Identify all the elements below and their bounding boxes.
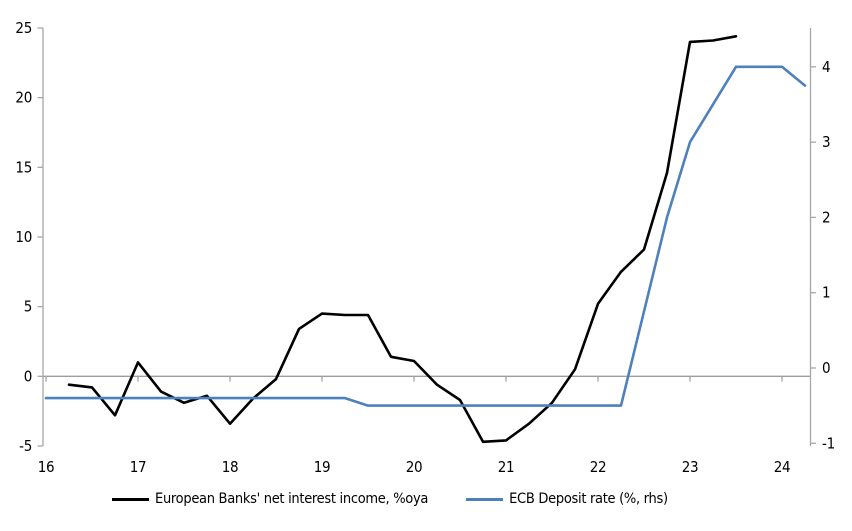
left-axis-tick-label: 0 — [24, 367, 32, 385]
x-axis-tick-label: 19 — [314, 458, 331, 476]
x-axis-tick-label: 21 — [498, 458, 515, 476]
right-axis-tick-label: 2 — [822, 208, 830, 226]
left-axis-tick-label: 10 — [15, 228, 32, 246]
right-axis-tick-label: 1 — [822, 284, 830, 302]
chart-legend: European Banks' net interest income, %oy… — [112, 491, 668, 507]
x-axis-tick-label: 22 — [590, 458, 607, 476]
legend-item-ecb-deposit-rate: ECB Deposit rate (%, rhs) — [466, 491, 668, 507]
right-axis-tick-label: 3 — [822, 133, 830, 151]
left-axis-tick-label: 20 — [15, 89, 32, 107]
left-axis-tick-label: 5 — [24, 298, 32, 316]
x-axis-tick-label: 20 — [406, 458, 423, 476]
left-axis-tick-label: -5 — [19, 437, 32, 455]
right-axis-tick-label: 0 — [822, 359, 830, 377]
legend-label-ecb-deposit-rate: ECB Deposit rate (%, rhs) — [509, 491, 668, 507]
x-axis-tick-label: 18 — [222, 458, 239, 476]
series-line-ecb-deposit-rate — [44, 65, 807, 407]
left-axis-tick-label: 15 — [15, 158, 32, 176]
x-axis-tick-label: 17 — [130, 458, 147, 476]
right-axis-tick-label: 4 — [822, 58, 830, 76]
legend-line-swatch-black — [112, 497, 149, 501]
x-axis-tick-label: 23 — [682, 458, 699, 476]
series-line-net-interest-income — [67, 34, 738, 444]
x-axis-tick-label: 24 — [774, 458, 791, 476]
x-axis-tick-label: 16 — [38, 458, 55, 476]
legend-item-net-interest-income: European Banks' net interest income, %oy… — [112, 491, 428, 507]
legend-label-net-interest-income: European Banks' net interest income, %oy… — [155, 491, 429, 507]
right-axis-tick-label: -1 — [822, 434, 835, 452]
legend-line-swatch-blue — [466, 497, 504, 501]
left-axis-tick-label: 25 — [15, 19, 32, 37]
